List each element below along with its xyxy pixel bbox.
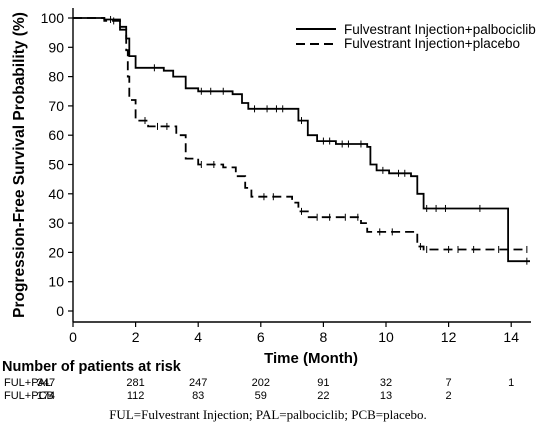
y-tick-label: 50 xyxy=(48,157,64,173)
footnote: FUL=Fulvestrant Injection; PAL=palbocicl… xyxy=(109,407,427,422)
x-tick-label: 8 xyxy=(320,329,328,345)
x-tick-label: 12 xyxy=(441,329,457,345)
risk-count: 247 xyxy=(189,377,207,389)
risk-count: 202 xyxy=(252,377,270,389)
risk-count: 1 xyxy=(508,377,514,389)
risk-count: 347 xyxy=(37,377,55,389)
risk-count: 32 xyxy=(380,377,392,389)
x-tick-label: 10 xyxy=(378,329,394,345)
series-line-palbociclib xyxy=(73,17,530,263)
series-line-placebo xyxy=(73,17,527,251)
risk-cells: 347 281 247 202 91 32 7 1 174 112 83 59 22 13 2 xyxy=(37,377,514,402)
risk-count: 174 xyxy=(37,390,55,402)
y-tick-label: 70 xyxy=(48,98,64,114)
y-tick-label: 40 xyxy=(48,186,64,202)
risk-count: 281 xyxy=(126,377,144,389)
y-tick-label: 90 xyxy=(48,39,64,55)
risk-count: 112 xyxy=(127,390,145,402)
legend-label-palbociclib: Fulvestrant Injection+palbociclib xyxy=(344,22,536,37)
series-layer xyxy=(73,15,530,265)
risk-count: 91 xyxy=(317,377,329,389)
risk-table-title: Number of patients at risk xyxy=(2,359,182,375)
risk-count: 22 xyxy=(317,390,329,402)
risk-row-label-pcb: FUL+PCB xyxy=(4,390,54,402)
y-tick-label: 20 xyxy=(48,244,64,260)
legend: Fulvestrant Injection+palbociclib Fulves… xyxy=(296,22,536,51)
x-tick-label: 6 xyxy=(257,329,265,345)
plot-axes xyxy=(72,8,531,323)
x-tick-label: 2 xyxy=(132,329,140,345)
y-tick-label: 30 xyxy=(48,215,64,231)
x-ticks: 0 2 4 6 8 10 12 14 xyxy=(69,322,519,345)
y-tick-label: 60 xyxy=(48,127,64,143)
risk-count: 83 xyxy=(192,390,204,402)
risk-count: 13 xyxy=(380,390,392,402)
y-tick-label: 80 xyxy=(48,69,64,85)
risk-count: 59 xyxy=(255,390,267,402)
y-tick-label: 100 xyxy=(41,10,65,26)
y-tick-label: 0 xyxy=(56,303,64,319)
legend-label-placebo: Fulvestrant Injection+placebo xyxy=(344,36,520,51)
x-tick-label: 14 xyxy=(503,329,519,345)
risk-count: 2 xyxy=(446,390,452,402)
y-tick-label: 10 xyxy=(48,274,64,290)
y-ticks: 0 10 20 30 40 50 60 70 80 90 100 xyxy=(41,10,73,319)
x-tick-label: 4 xyxy=(194,329,202,345)
risk-count: 7 xyxy=(446,377,452,389)
y-axis-label: Progression-Free Survival Probability (%… xyxy=(11,12,28,318)
x-tick-label: 0 xyxy=(69,329,77,345)
risk-row-label-pal: FUL+PAL xyxy=(4,377,51,389)
x-axis-label: Time (Month) xyxy=(264,350,358,367)
